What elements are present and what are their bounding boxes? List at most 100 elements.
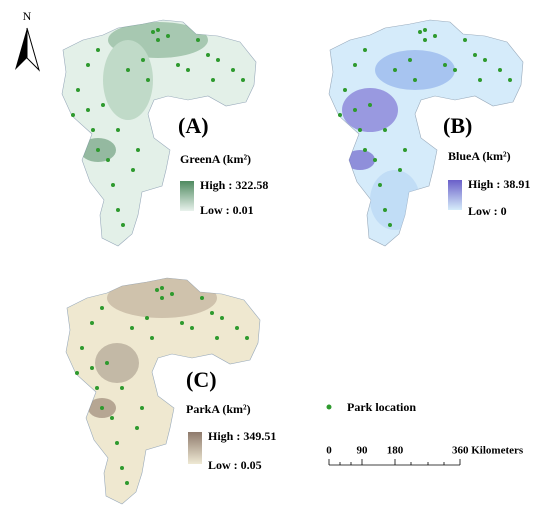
park-dot	[155, 288, 159, 292]
scale-label: 360 Kilometers	[452, 445, 524, 457]
legend-ramp	[180, 181, 194, 211]
park-dot	[235, 326, 239, 330]
park-dot	[176, 63, 180, 67]
panel-letter: (A)	[178, 113, 209, 138]
park-dot	[231, 68, 235, 72]
scale-label: 90	[357, 445, 369, 457]
park-dot	[140, 406, 144, 410]
park-dot	[383, 128, 387, 132]
variable-label: GreenA (km²)	[180, 152, 251, 166]
park-dot	[130, 326, 134, 330]
park-dot	[80, 346, 84, 350]
park-dot	[86, 63, 90, 67]
park-dot	[120, 466, 124, 470]
variable-label: BlueA (km²)	[448, 149, 511, 163]
park-dot	[150, 336, 154, 340]
park-dot	[170, 292, 174, 296]
park-dot	[75, 371, 79, 375]
legend-high: High : 349.51	[208, 429, 276, 443]
legend-ramp	[188, 432, 202, 464]
park-dot	[433, 34, 437, 38]
park-dot	[210, 311, 214, 315]
park-dot	[353, 63, 357, 67]
park-dot	[206, 53, 210, 57]
park-dot	[498, 68, 502, 72]
park-dot	[76, 88, 80, 92]
scale-label: 0	[326, 445, 332, 457]
park-dot	[116, 128, 120, 132]
park-dot	[101, 103, 105, 107]
park-dot	[215, 336, 219, 340]
park-dot	[180, 321, 184, 325]
park-dot	[141, 58, 145, 62]
map-c	[65, 277, 261, 505]
legend-low: Low : 0.01	[200, 203, 254, 217]
park-dot	[368, 103, 372, 107]
park-dot	[115, 441, 119, 445]
park-dot	[91, 128, 95, 132]
park-dot	[241, 78, 245, 82]
park-dot	[413, 78, 417, 82]
park-dot	[463, 38, 467, 42]
park-dot	[408, 58, 412, 62]
map-b	[328, 19, 524, 247]
park-dot	[473, 53, 477, 57]
park-dot	[196, 38, 200, 42]
park-dot	[363, 48, 367, 52]
park-dot	[190, 326, 194, 330]
park-dot	[116, 208, 120, 212]
park-dot	[131, 168, 135, 172]
park-dot	[125, 481, 129, 485]
park-dot	[423, 38, 427, 42]
park-dot	[111, 183, 115, 187]
park-dot	[100, 306, 104, 310]
legend-high: High : 38.91	[468, 177, 530, 191]
park-dot	[96, 148, 100, 152]
park-dot	[90, 366, 94, 370]
scale-bar	[328, 459, 461, 466]
park-dot	[423, 28, 427, 32]
park-dot	[478, 78, 482, 82]
park-dot	[136, 148, 140, 152]
park-dot	[418, 30, 422, 34]
park-dot	[216, 58, 220, 62]
legend-low: Low : 0	[468, 204, 507, 218]
park-dot	[383, 208, 387, 212]
park-dot	[388, 223, 392, 227]
north-arrow	[26, 27, 41, 72]
panel-letter: (B)	[443, 113, 472, 138]
park-dot	[126, 68, 130, 72]
park-dot	[220, 316, 224, 320]
park-dot	[120, 386, 124, 390]
park-dot	[508, 78, 512, 82]
park-dot	[166, 34, 170, 38]
park-dot	[353, 108, 357, 112]
park-dot	[145, 316, 149, 320]
park-dot	[398, 168, 402, 172]
park-dot	[105, 361, 109, 365]
park-dot	[453, 68, 457, 72]
park-dot	[121, 223, 125, 227]
park-dot	[110, 416, 114, 420]
north-label: N	[23, 9, 32, 23]
park-dot	[363, 148, 367, 152]
park-dot	[378, 183, 382, 187]
park-dot	[160, 296, 164, 300]
legend-ramp	[448, 180, 462, 210]
park-dot	[343, 88, 347, 92]
park-dot	[146, 78, 150, 82]
scale-label: 180	[387, 445, 404, 457]
legend-high: High : 322.58	[200, 178, 268, 192]
park-dot	[90, 321, 94, 325]
park-dot	[200, 296, 204, 300]
park-dot	[71, 113, 75, 117]
park-dot	[483, 58, 487, 62]
park-dot	[245, 336, 249, 340]
park-dot	[95, 386, 99, 390]
legend-symbol	[326, 404, 332, 410]
park-dot	[186, 68, 190, 72]
park-dot	[358, 128, 362, 132]
legend-low: Low : 0.05	[208, 458, 262, 472]
park-dot	[160, 286, 164, 290]
